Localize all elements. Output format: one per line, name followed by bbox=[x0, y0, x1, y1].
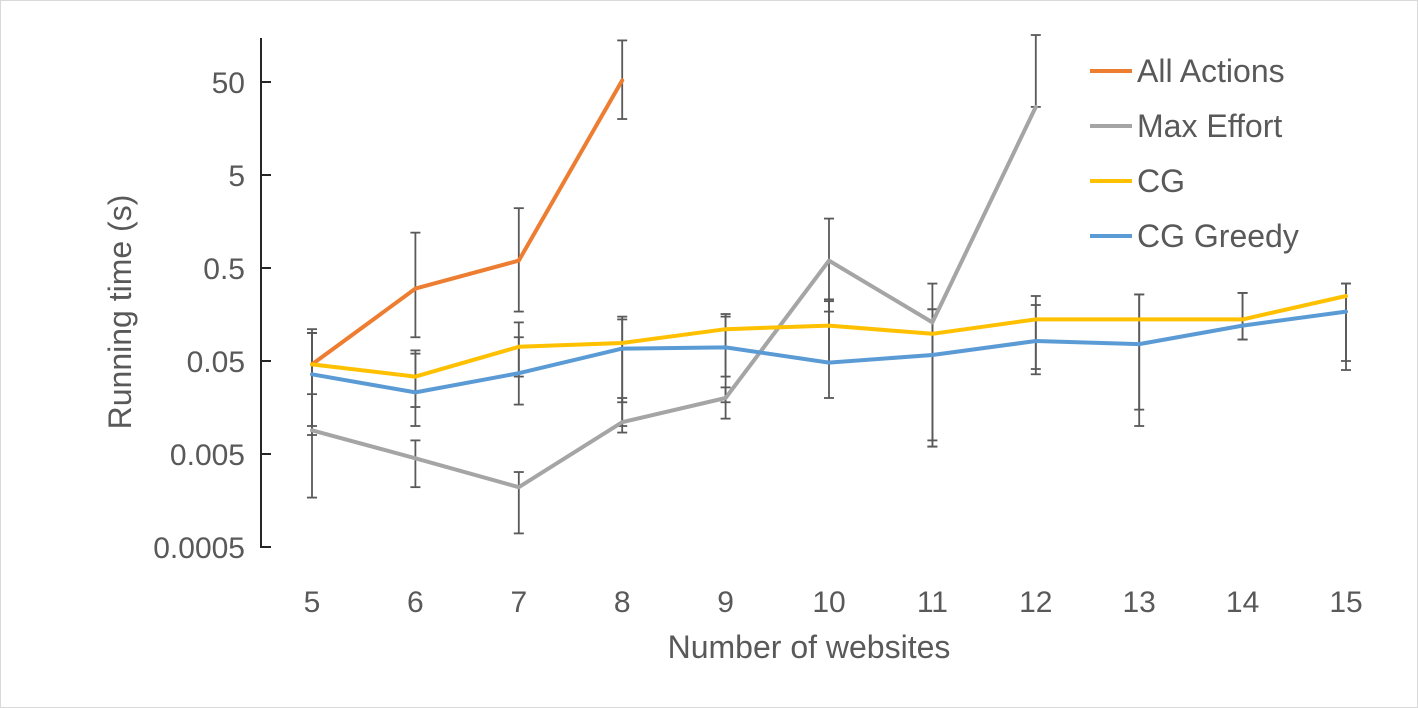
x-axis-title: Number of websites bbox=[668, 629, 951, 665]
error-bar bbox=[513, 471, 524, 535]
x-tick-label: 12 bbox=[1019, 586, 1052, 619]
legend-label: CG Greedy bbox=[1137, 218, 1299, 254]
series-line-max-effort bbox=[310, 104, 1038, 490]
error-bar bbox=[1237, 291, 1248, 341]
legend-entry: CG Greedy bbox=[1090, 218, 1299, 254]
error-bar bbox=[410, 352, 421, 427]
legend-label: Max Effort bbox=[1137, 108, 1282, 144]
y-tick-label: 0.005 bbox=[170, 439, 245, 472]
legend: All Actions Max Effort CG CG Greedy bbox=[1090, 53, 1299, 254]
legend-label: All Actions bbox=[1137, 53, 1285, 89]
y-tick-label: 0.05 bbox=[187, 346, 245, 379]
error-bar bbox=[1030, 34, 1041, 108]
y-axis-title: Running time (s) bbox=[102, 195, 138, 430]
error-bar bbox=[824, 300, 834, 399]
series-line-all-actions bbox=[310, 78, 625, 367]
error-bar bbox=[927, 308, 938, 448]
series-lines-layer bbox=[310, 78, 1348, 490]
x-tick-label: 14 bbox=[1226, 586, 1259, 619]
legend-entry: CG bbox=[1090, 163, 1185, 199]
y-tick-label: 0.0005 bbox=[153, 532, 245, 565]
x-tick-label: 9 bbox=[717, 586, 734, 619]
x-tick-label: 6 bbox=[407, 586, 424, 619]
x-tick-label: 10 bbox=[812, 586, 845, 619]
y-tick-label: 0.5 bbox=[203, 253, 245, 286]
x-tick-label: 7 bbox=[510, 586, 527, 619]
error-bar bbox=[1134, 293, 1145, 427]
x-tick-label: 5 bbox=[304, 586, 321, 619]
legend-entry: All Actions bbox=[1090, 53, 1285, 89]
y-tick-label: 50 bbox=[212, 67, 245, 100]
x-tick-label: 13 bbox=[1123, 586, 1156, 619]
y-tick-label: 5 bbox=[228, 160, 245, 193]
legend-label: CG bbox=[1137, 163, 1185, 199]
error-bar bbox=[410, 439, 421, 489]
error-bar bbox=[307, 332, 317, 436]
legend-entry: Max Effort bbox=[1090, 108, 1282, 144]
y-ticks-layer: 0.0005 0.005 0.05 0.5 5 50 bbox=[153, 67, 271, 565]
x-tick-label: 11 bbox=[917, 586, 948, 619]
x-ticks-layer: 5 6 7 8 9 10 11 12 13 14 15 bbox=[304, 586, 1363, 619]
error-bar bbox=[410, 231, 421, 339]
x-tick-label: 8 bbox=[614, 586, 631, 619]
x-tick-label: 15 bbox=[1329, 586, 1362, 619]
error-bar bbox=[617, 318, 628, 427]
